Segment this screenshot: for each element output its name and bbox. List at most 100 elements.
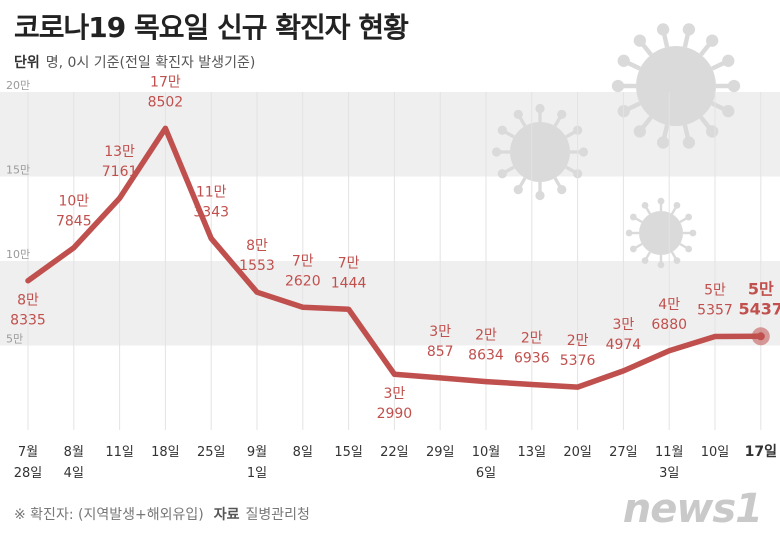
virus-small-knob: [673, 201, 681, 209]
series-line-group: [25, 125, 764, 390]
data-label-rest: 4974: [606, 337, 642, 353]
x-tick-label: 4일: [64, 466, 84, 481]
unit-note: 단위 명, 0시 기준(전일 확진자 발생기준): [14, 52, 255, 72]
virus-small-knob: [629, 245, 637, 253]
virus-small-knob: [629, 213, 637, 221]
virus-medium-knob: [497, 169, 507, 179]
virus-small-knob: [689, 229, 697, 237]
virus-large-knob: [682, 23, 696, 36]
x-tick-label: 22일: [380, 445, 409, 460]
x-tick-label: 13일: [518, 445, 547, 460]
y-tick-label: 10만: [6, 248, 30, 261]
x-axis-labels: 7월 28일 8월 4일 11일 18일 25일 9월 1일 8일 15일 22일 29일 10월 6일 13…: [14, 444, 777, 481]
virus-large-body: [636, 46, 716, 126]
x-tick-label: 18일: [151, 445, 180, 460]
data-label-rest: 8502: [148, 94, 184, 110]
data-label-rest: 5437: [739, 299, 780, 318]
data-label-rest: 1444: [331, 275, 367, 291]
virus-large-knob: [656, 136, 670, 149]
data-label-rest: 6880: [651, 317, 687, 333]
source-name: 질병관리청: [245, 507, 310, 523]
x-tick-label: 20일: [563, 445, 592, 460]
x-tick-label: 11일: [105, 445, 134, 460]
news1-logo: news1: [622, 486, 763, 532]
data-label-man: 2만: [521, 330, 543, 346]
virus-medium-knob: [491, 147, 502, 157]
data-label-rest: 8335: [10, 313, 46, 329]
virus-large-knob: [611, 79, 625, 93]
virus-large-knob: [706, 125, 719, 138]
x-tick-label: 8일: [293, 445, 313, 460]
virus-large: [611, 23, 741, 149]
virus-large-knob: [617, 54, 630, 67]
x-tick-label: 15일: [334, 445, 363, 460]
x-tick-label: 10월: [472, 445, 501, 460]
virus-small: [625, 197, 697, 269]
x-tick-label: 9월: [247, 445, 267, 460]
virus-medium-knob: [513, 185, 523, 195]
data-label-man: 5만: [748, 279, 774, 298]
source-label: 자료: [213, 507, 240, 523]
x-tick-label: 27일: [609, 445, 638, 460]
data-label-rest: 5357: [697, 302, 733, 318]
data-label-rest: 6936: [514, 350, 550, 366]
x-tick-label: 25일: [197, 445, 226, 460]
band-10-5: [0, 261, 780, 346]
virus-small-knob: [625, 229, 633, 237]
data-labels: 8만 8335 10만 7845 13만 7161 17만 8502 11만 3343 8만 1553…: [10, 74, 780, 422]
y-tick-label: 15만: [6, 164, 30, 177]
data-label-man: 2만: [475, 328, 497, 344]
footer-note: ※ 확진자: (지역발생+해외유입) 자료 질병관리청: [14, 504, 310, 524]
virus-medium-knob: [535, 190, 545, 201]
x-tick-label: 6일: [476, 466, 496, 481]
data-label-man: 3만: [384, 386, 406, 402]
data-label-rest: 7161: [102, 164, 138, 180]
data-label-man: 2만: [567, 333, 589, 349]
chart-title: 코로나19 목요일 신규 확진자 현황: [14, 11, 409, 44]
virus-medium-knob: [578, 147, 589, 157]
x-tick-label: 29일: [426, 445, 455, 460]
data-label-rest: 5376: [560, 353, 596, 369]
data-label-man: 13만: [104, 144, 135, 160]
data-label-man: 8만: [17, 293, 39, 309]
x-tick-label: 7월: [18, 445, 38, 460]
data-label-man: 10만: [58, 194, 89, 210]
virus-medium-knob: [557, 185, 567, 195]
virus-medium-knob: [557, 109, 567, 119]
virus-medium: [491, 103, 589, 201]
unit-text: 명, 0시 기준(전일 확진자 발생기준): [45, 55, 256, 71]
data-label-man: 8만: [246, 238, 268, 254]
virus-small-knob: [641, 257, 649, 265]
virus-small-knob: [657, 197, 665, 205]
virus-small-knob: [657, 261, 665, 269]
data-label-man: 11만: [196, 184, 227, 200]
virus-large-knob: [656, 23, 670, 36]
virus-small-body: [639, 211, 683, 255]
data-label-man: 17만: [150, 74, 181, 90]
virus-medium-knob: [535, 103, 545, 114]
virus-large-knob: [633, 34, 646, 47]
x-tick-label: 11월: [655, 445, 684, 460]
x-tick-label: 17일: [745, 444, 777, 460]
x-tick-label: 1일: [247, 466, 267, 481]
confirmed-note: ※ 확진자: (지역발생+해외유입): [14, 507, 204, 523]
virus-small-knob: [641, 201, 649, 209]
virus-large-knob: [722, 54, 735, 67]
virus-medium-knob: [497, 125, 507, 135]
virus-small-knob: [685, 245, 693, 253]
virus-large-knob: [633, 125, 646, 138]
x-tick-label: 8월: [64, 445, 84, 460]
virus-medium-knob: [513, 109, 523, 119]
y-axis-ticks: 20만 15만 10만 5만: [6, 79, 30, 346]
y-tick-label: 5만: [6, 333, 23, 346]
data-label-man: 3만: [429, 324, 451, 340]
x-tick-label: 3일: [659, 466, 679, 481]
data-label-man: 4만: [658, 297, 680, 313]
virus-small-knob: [673, 257, 681, 265]
virus-large-knob: [682, 136, 696, 149]
virus-small-knob: [685, 213, 693, 221]
virus-large-knob: [706, 34, 719, 47]
unit-label: 단위: [14, 55, 40, 71]
virus-decorations: [491, 23, 741, 269]
